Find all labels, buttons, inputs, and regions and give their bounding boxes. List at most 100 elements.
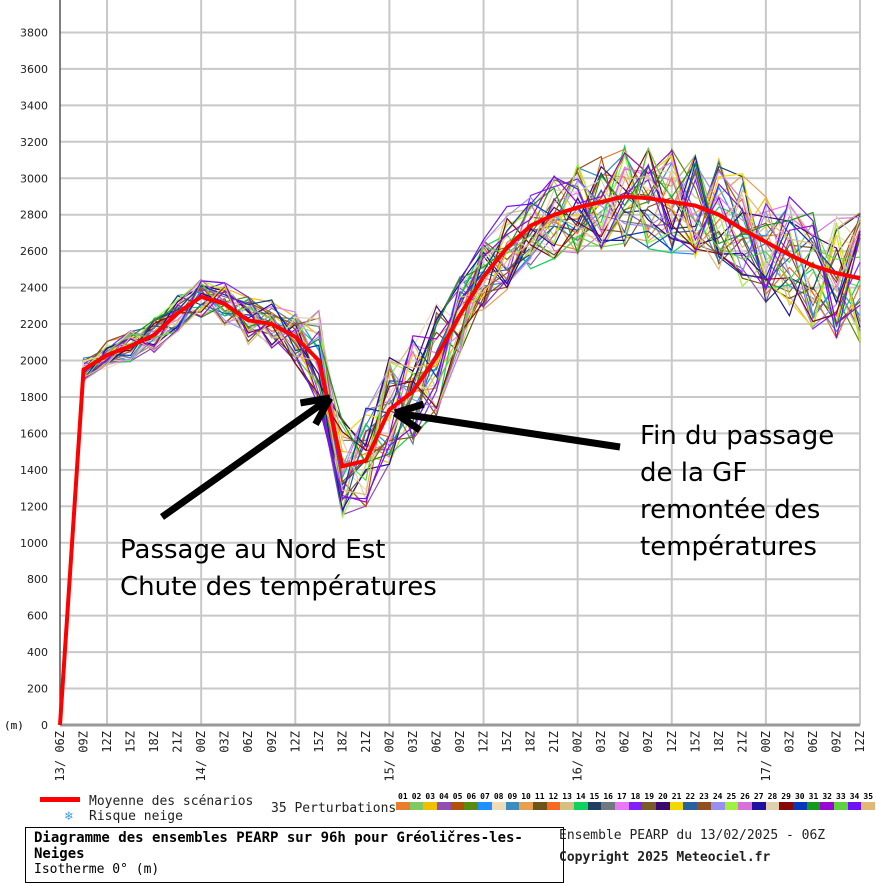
member-legend-13: 13 bbox=[560, 792, 574, 810]
member-line-35 bbox=[59, 175, 861, 726]
member-legend-18: 18 bbox=[628, 792, 643, 810]
member-legend-16: 16 bbox=[601, 792, 615, 810]
x-tick-label: 15/ 00Z bbox=[382, 731, 396, 782]
member-id: 22 bbox=[685, 792, 696, 801]
member-id: 32 bbox=[822, 792, 832, 801]
member-legend-02: 02 bbox=[409, 792, 424, 810]
x-tick-label: 09Z bbox=[77, 731, 91, 753]
member-id: 34 bbox=[849, 792, 860, 801]
member-legend-09: 09 bbox=[505, 792, 520, 810]
member-legend-33: 33 bbox=[834, 792, 848, 810]
member-swatch bbox=[738, 802, 752, 810]
member-legend-34: 34 bbox=[847, 792, 862, 810]
x-tick-label: 15Z bbox=[124, 731, 138, 753]
member-id: 09 bbox=[507, 792, 518, 801]
member-id: 28 bbox=[767, 792, 778, 801]
member-line-26 bbox=[59, 168, 861, 726]
y-tick-label: 2800 bbox=[20, 209, 48, 222]
member-legend-30: 30 bbox=[792, 792, 807, 810]
member-line-23 bbox=[59, 155, 861, 726]
member-swatch bbox=[656, 802, 670, 810]
x-tick-label: 12Z bbox=[100, 731, 114, 753]
member-id: 04 bbox=[439, 792, 449, 801]
member-legend-01: 01 bbox=[396, 792, 410, 810]
member-id: 12 bbox=[548, 792, 559, 801]
member-legend-10: 10 bbox=[519, 792, 533, 810]
member-id: 01 bbox=[398, 792, 408, 801]
member-id: 14 bbox=[575, 792, 586, 801]
x-tick-label: 12Z bbox=[477, 731, 491, 753]
member-legend-25: 25 bbox=[724, 792, 739, 810]
member-legend-32: 32 bbox=[820, 792, 834, 810]
snow-legend-label: Risque neige bbox=[89, 809, 183, 824]
member-legend-11: 11 bbox=[532, 792, 547, 810]
member-id: 03 bbox=[425, 792, 436, 801]
member-id: 35 bbox=[863, 792, 874, 801]
x-tick-label: 15Z bbox=[500, 731, 514, 753]
member-legend-14: 14 bbox=[573, 792, 588, 810]
member-swatch bbox=[765, 802, 780, 810]
member-swatch bbox=[724, 802, 739, 810]
x-tick-label: 09Z bbox=[453, 731, 467, 753]
title-box: Diagramme des ensembles PEARP sur 96h po… bbox=[25, 827, 564, 883]
y-axis-label: (m) bbox=[4, 719, 24, 732]
member-id: 23 bbox=[699, 792, 709, 801]
member-legend-03: 03 bbox=[423, 792, 438, 810]
member-id: 26 bbox=[740, 792, 750, 801]
member-legend-23: 23 bbox=[697, 792, 711, 810]
member-id: 33 bbox=[836, 792, 846, 801]
member-legend-31: 31 bbox=[806, 792, 821, 810]
member-swatch bbox=[806, 802, 821, 810]
member-id: 02 bbox=[411, 792, 422, 801]
member-id: 25 bbox=[726, 792, 737, 801]
member-swatch bbox=[847, 802, 862, 810]
y-tick-label: 2600 bbox=[20, 245, 48, 258]
member-line-30 bbox=[59, 161, 861, 726]
member-legend-27: 27 bbox=[751, 792, 766, 810]
x-tick-label: 13/ 06Z bbox=[53, 731, 67, 782]
run-info: Ensemble PEARP du 13/02/2025 - 06Z bbox=[559, 828, 826, 843]
member-id: 10 bbox=[521, 792, 531, 801]
x-tick-label: 12Z bbox=[288, 731, 302, 753]
member-legend-17: 17 bbox=[615, 792, 629, 810]
chart-subtitle: Isotherme 0° (m) bbox=[34, 862, 160, 877]
perturbations-label: 35 Perturbations bbox=[271, 801, 397, 816]
member-swatch bbox=[560, 802, 574, 810]
member-swatch bbox=[464, 802, 479, 810]
members-legend: 01 02 03 04 05 06 07 08 09 10 11 12 13 14 15 16 17 18 19 20… bbox=[396, 792, 876, 810]
x-tick-label: 03Z bbox=[406, 731, 420, 753]
x-tick-label: 21Z bbox=[359, 731, 373, 753]
member-id: 29 bbox=[781, 792, 791, 801]
y-tick-label: 2000 bbox=[20, 355, 48, 368]
member-line-25 bbox=[59, 153, 861, 726]
annotation-text: Fin du passage bbox=[640, 421, 835, 451]
annotation-text: remontée des bbox=[640, 495, 821, 525]
member-swatch bbox=[437, 802, 451, 810]
x-tick-label: 09Z bbox=[265, 731, 279, 753]
y-tick-label: 1000 bbox=[20, 537, 48, 550]
x-tick-label: 06Z bbox=[618, 731, 632, 753]
snowflake-icon: ❄ bbox=[65, 809, 73, 824]
member-legend-07: 07 bbox=[478, 792, 492, 810]
y-tick-label: 0 bbox=[41, 719, 48, 732]
member-swatch bbox=[546, 802, 561, 810]
x-tick-label: 18Z bbox=[524, 731, 538, 753]
member-swatch bbox=[423, 802, 438, 810]
x-tick-label: 18Z bbox=[712, 731, 726, 753]
x-tick-label: 12Z bbox=[665, 731, 679, 753]
arrow-left bbox=[159, 395, 333, 520]
member-line-33 bbox=[59, 146, 861, 726]
x-tick-label: 09Z bbox=[829, 731, 843, 753]
y-tick-label: 1800 bbox=[20, 391, 48, 404]
member-legend-12: 12 bbox=[546, 792, 561, 810]
member-swatch bbox=[820, 802, 834, 810]
member-legend-08: 08 bbox=[491, 792, 506, 810]
member-swatch bbox=[601, 802, 615, 810]
member-id: 21 bbox=[671, 792, 682, 801]
arrow-right-head bbox=[393, 400, 425, 417]
x-tick-label: 06Z bbox=[806, 731, 820, 753]
member-swatch bbox=[519, 802, 533, 810]
y-tick-label: 3800 bbox=[20, 26, 48, 39]
member-id: 13 bbox=[562, 792, 572, 801]
